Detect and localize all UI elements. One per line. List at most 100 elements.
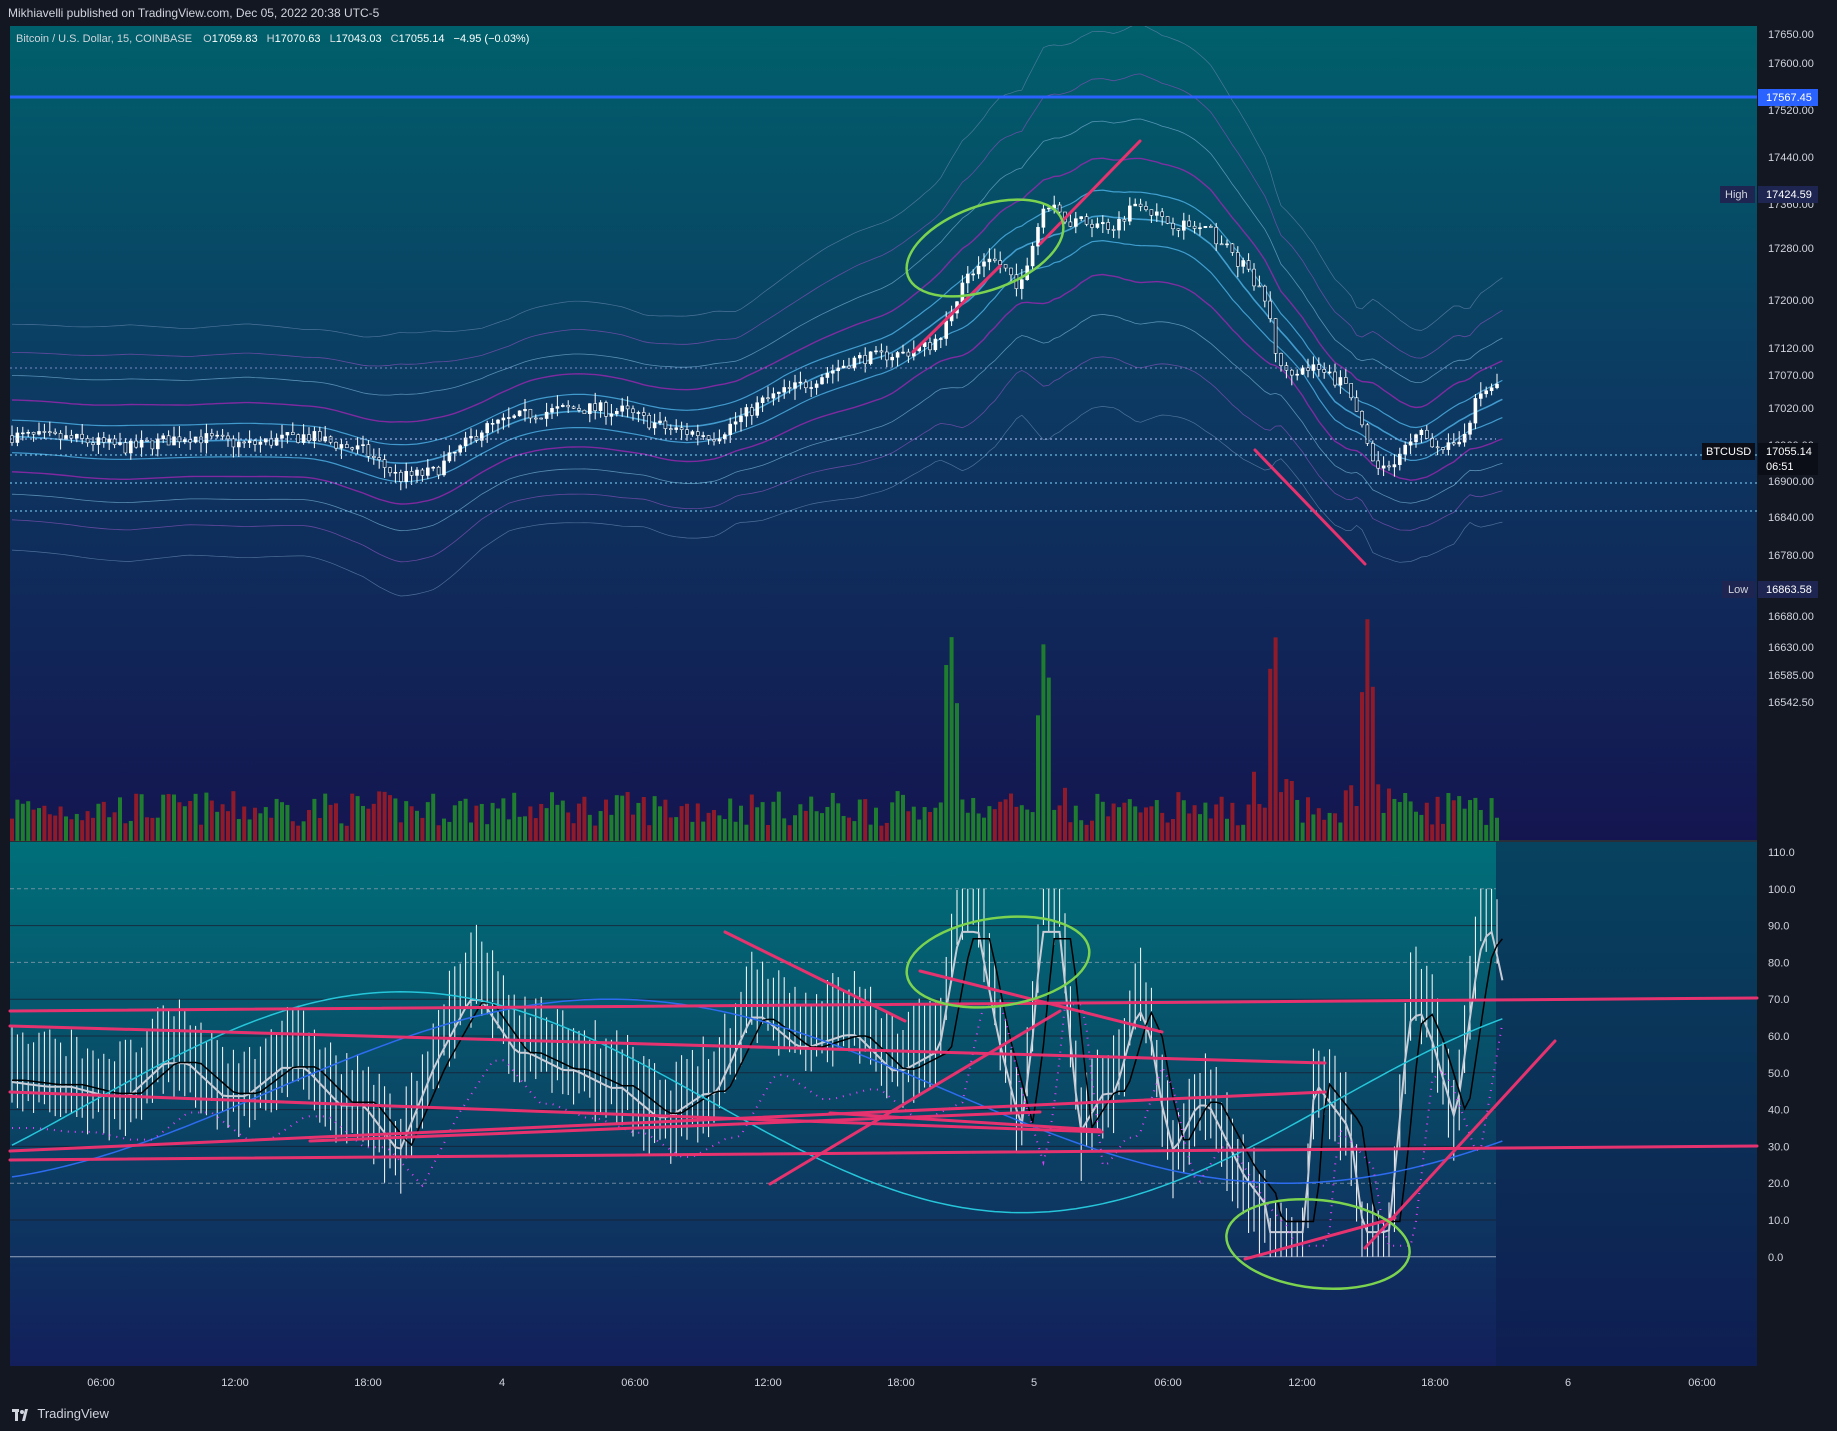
osc-line-7[interactable]	[918, 969, 1164, 1034]
candle-body	[658, 420, 662, 424]
candle-body	[836, 367, 841, 372]
volume-bar	[739, 805, 743, 841]
oscillator-annotations[interactable]	[8, 930, 1759, 1261]
volume-bar	[85, 811, 90, 841]
price-axis-bg[interactable]	[1757, 26, 1837, 1397]
highlight-circle-top[interactable]	[894, 180, 1077, 315]
volume-bar	[1160, 812, 1165, 841]
osc-line-9[interactable]	[1243, 1216, 1397, 1261]
volume-bar	[204, 792, 209, 841]
volume-bar	[1349, 785, 1354, 841]
candle-body	[425, 467, 430, 476]
volume-bar	[215, 811, 220, 841]
osc-line-3[interactable]	[8, 1090, 1104, 1134]
oscillator-axis[interactable]: 110.0 100.0 90.0 80.0 70.0 60.0 50.0 40.0 30.0 20…	[1768, 847, 1796, 1264]
volume-bar	[690, 821, 695, 841]
volume-bar	[247, 819, 252, 841]
time-axis-bg[interactable]	[0, 1366, 1757, 1397]
candle-body	[631, 408, 635, 414]
legend-close-label: C	[391, 33, 399, 45]
price-annotations[interactable]	[894, 139, 1367, 566]
oscillator-circles[interactable]	[901, 906, 1414, 1298]
candle-body	[895, 352, 900, 358]
price-tick-label: 16680.00	[1768, 611, 1814, 623]
volume-bar	[1187, 813, 1192, 841]
candle-body	[992, 258, 997, 261]
volume-bar	[890, 802, 895, 841]
osc-line-8[interactable]	[768, 1009, 1062, 1186]
candle-body	[1435, 446, 1440, 449]
volume-bar	[485, 824, 490, 841]
osc-line-1[interactable]	[8, 996, 1759, 1013]
osc-line-6[interactable]	[723, 930, 907, 1023]
volume-bar	[1203, 802, 1208, 841]
volume-bar	[695, 803, 700, 841]
volume-bar	[1117, 807, 1121, 841]
osc-highlight-circle-top[interactable]	[901, 906, 1095, 1019]
candle-body	[1419, 429, 1424, 436]
volume-bar	[841, 815, 846, 841]
time-tick-label: 06:00	[1154, 1377, 1182, 1389]
volume-bar	[123, 823, 128, 841]
volume-bar	[533, 818, 538, 841]
volume-bar	[901, 794, 905, 841]
volume-bar	[641, 796, 646, 841]
volume-bar	[134, 793, 139, 841]
volume-bar	[1181, 800, 1186, 841]
price-chart[interactable]: Bitcoin / U.S. Dollar, 15, COINBASE O170…	[0, 26, 1837, 1397]
volume-bar	[706, 812, 711, 841]
osc-line-4[interactable]	[8, 1090, 1327, 1153]
osc-line-2[interactable]	[8, 1024, 1327, 1065]
volume-bar	[1046, 677, 1051, 841]
candle-body	[47, 431, 52, 434]
candle-body	[1225, 243, 1229, 246]
low-label: Low	[1728, 584, 1748, 596]
volume-bar	[209, 800, 214, 841]
candle-body	[1176, 228, 1181, 231]
future-area-shade	[1496, 841, 1757, 1397]
osc-line-10[interactable]	[1363, 1039, 1557, 1250]
candle-body	[1344, 377, 1348, 384]
osc-highlight-circle-bottom[interactable]	[1222, 1191, 1414, 1298]
candle-body	[523, 408, 527, 412]
osc-line-12[interactable]	[308, 1110, 1042, 1143]
trend-line-down-1[interactable]	[1253, 448, 1367, 566]
candle-body	[571, 406, 576, 409]
candle-body	[830, 370, 835, 374]
osc-tick-label: 0.0	[1768, 1252, 1783, 1264]
symbol-legend[interactable]: Bitcoin / U.S. Dollar, 15, COINBASE O170…	[16, 33, 529, 45]
candle-body	[1338, 377, 1343, 386]
volume-bar	[1295, 799, 1300, 841]
time-axis[interactable]: 06:00 12:00 18:00 4 06:00 12:00 18:00 5 06:00 12:…	[87, 1377, 1716, 1389]
trend-line-up-1[interactable]	[911, 264, 1002, 354]
osc-line-11[interactable]	[828, 1111, 1102, 1132]
candle-body	[1128, 205, 1132, 222]
candle-body	[825, 372, 830, 378]
volume-bar	[755, 807, 760, 841]
volume-bar	[744, 824, 749, 841]
volume-bar	[1052, 809, 1057, 841]
price-tick-label: 17650.00	[1768, 29, 1814, 41]
candle-body	[156, 438, 160, 450]
candle-body	[982, 261, 986, 267]
trend-line-up-2[interactable]	[1038, 139, 1142, 246]
volume-bar	[166, 794, 171, 841]
candle-body	[1192, 225, 1197, 229]
volume-bar	[258, 813, 263, 841]
volume-bar	[814, 811, 819, 841]
candle-body	[890, 356, 895, 361]
tradingview-logo-icon	[12, 1408, 28, 1421]
osc-tick-label: 90.0	[1768, 921, 1789, 933]
volume-bar	[917, 819, 922, 841]
volume-bar	[512, 792, 517, 841]
volume-bar	[701, 821, 706, 841]
volume-bar	[382, 791, 387, 841]
volume-bar	[280, 802, 284, 841]
candle-body	[755, 402, 760, 416]
volume-bar	[1381, 812, 1386, 841]
candle-body	[307, 434, 311, 442]
osc-line-5[interactable]	[8, 1144, 1759, 1162]
candle-body	[1090, 223, 1094, 228]
volume-bar	[1149, 806, 1154, 841]
candle-body	[107, 438, 111, 443]
